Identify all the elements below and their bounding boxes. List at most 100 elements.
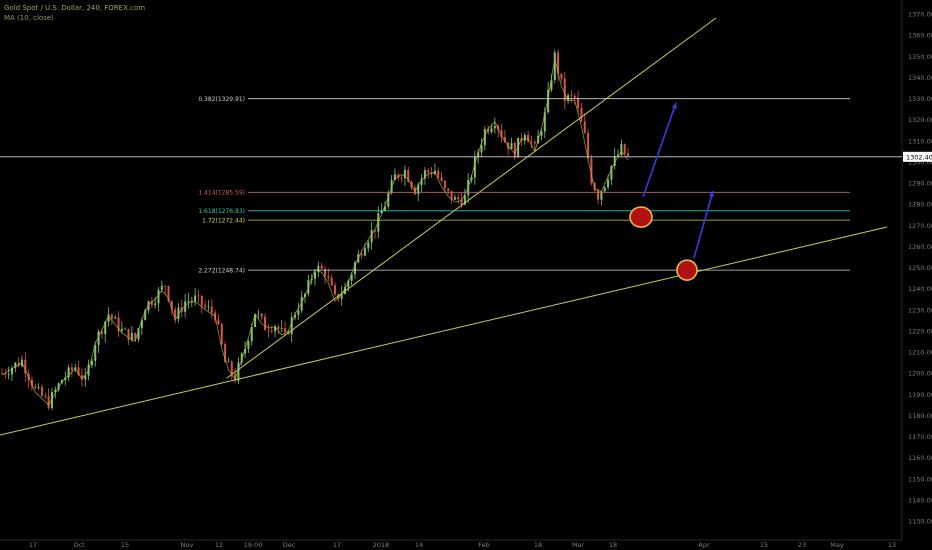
candle-body [187, 301, 190, 302]
y-tick-label: 1230.00 [908, 306, 932, 314]
candle-body [254, 314, 257, 327]
candle-body [423, 170, 426, 179]
candle-body [1, 373, 3, 374]
candle-body [317, 265, 320, 273]
candle-body [4, 373, 7, 375]
candle-body [463, 195, 466, 205]
current-price-label: 1302.40 [906, 153, 932, 161]
y-tick-label: 1340.00 [908, 74, 932, 82]
candle-body [567, 95, 570, 101]
candle-body [290, 317, 293, 335]
candle-body [603, 187, 606, 192]
candle-body [470, 177, 473, 180]
candle-body [617, 154, 620, 157]
candle-body [210, 306, 213, 313]
steep-trendline [226, 17, 717, 379]
candle-body [247, 341, 250, 349]
candle-body [353, 262, 356, 275]
candle-body [457, 197, 460, 200]
candle-body [137, 328, 140, 340]
candle-body [324, 268, 327, 277]
candle-body [97, 331, 100, 346]
x-tick-label: Oct [73, 541, 85, 549]
candle-body [200, 295, 203, 306]
fib-levels: 0.382(1329.91) 1.414(1285.59) 1.618(1276.8… [198, 96, 850, 274]
candle-body [280, 328, 283, 329]
candle-body [157, 289, 160, 304]
candle-body [314, 272, 317, 279]
candle-body [250, 326, 253, 342]
candle-body [170, 300, 173, 310]
candle-body [490, 128, 493, 132]
projection-arrow [693, 190, 714, 259]
candle-body [373, 230, 376, 232]
fib-level-label: 2.272(1248.74) [198, 267, 245, 274]
candle-body [40, 387, 43, 396]
candle-body [284, 328, 287, 332]
candle-body [160, 285, 163, 290]
candle-body [440, 177, 443, 181]
candle-body [507, 142, 510, 149]
candle-body [67, 367, 70, 378]
candle-body [437, 170, 440, 178]
candle-body [277, 326, 280, 329]
x-tick-label: 12 [215, 541, 223, 549]
current-price-badge [903, 151, 932, 162]
candle-body [167, 286, 170, 301]
candle-body [350, 274, 353, 281]
y-axis: 1130.00 1140.00 1150.00 1160.00 1170.00 1180.… [903, 11, 932, 526]
x-axis: 17 Oct 15 Nov 12 19:00 Dec 17 2018 14 Feb 18 Mar 18 Ap… [29, 541, 896, 549]
y-tick-label: 1170.00 [908, 433, 932, 441]
x-tick-label: 15 [760, 541, 768, 549]
candle-body [557, 52, 560, 74]
candle-body [403, 169, 406, 179]
candle-body [207, 306, 210, 308]
candle-body [453, 197, 456, 200]
y-tick-label: 1240.00 [908, 285, 932, 293]
candle-body [510, 143, 513, 149]
projection-arrow [642, 102, 677, 198]
candle-body [54, 389, 57, 393]
candle-body [613, 156, 616, 166]
x-tick-label: May [830, 541, 844, 549]
candles [1, 49, 630, 411]
candle-body [367, 242, 370, 249]
candle-body [117, 317, 120, 332]
candle-body [427, 170, 430, 173]
target-circle [676, 259, 698, 281]
candle-body [334, 285, 336, 295]
candle-body [483, 129, 486, 145]
candle-body [174, 309, 177, 319]
candle-body [387, 193, 390, 207]
candle-body [274, 326, 277, 332]
y-tick-label: 1210.00 [908, 349, 932, 357]
x-tick-label: 17 [333, 541, 341, 549]
candle-body [234, 373, 237, 381]
candle-body [450, 191, 453, 200]
candle-body [267, 330, 270, 331]
fib-level-label: 1.618(1276.83) [198, 208, 245, 215]
x-tick-label: Apr [698, 541, 710, 549]
candle-body [264, 316, 267, 331]
candle-body [447, 188, 450, 192]
target-circle [629, 206, 653, 228]
candle-body [257, 313, 260, 315]
candle-body [347, 280, 350, 288]
x-tick-label: 15 [121, 541, 129, 549]
candle-body [124, 328, 127, 330]
candle-body [540, 131, 543, 136]
candle-body [330, 277, 333, 286]
x-tick-label: 19:00 [244, 541, 263, 549]
candle-body [493, 125, 496, 129]
y-tick-label: 1130.00 [908, 518, 932, 526]
x-tick-label: Nov [181, 541, 194, 549]
candle-body [37, 387, 40, 388]
fib-level-label: 1.72(1272.44) [202, 217, 245, 224]
arrow-head [709, 191, 715, 197]
candle-body [120, 328, 123, 332]
candle-body [513, 143, 516, 158]
y-tick-label: 1360.00 [908, 32, 932, 40]
x-tick-label: Feb [478, 541, 490, 549]
candle-body [77, 367, 80, 376]
